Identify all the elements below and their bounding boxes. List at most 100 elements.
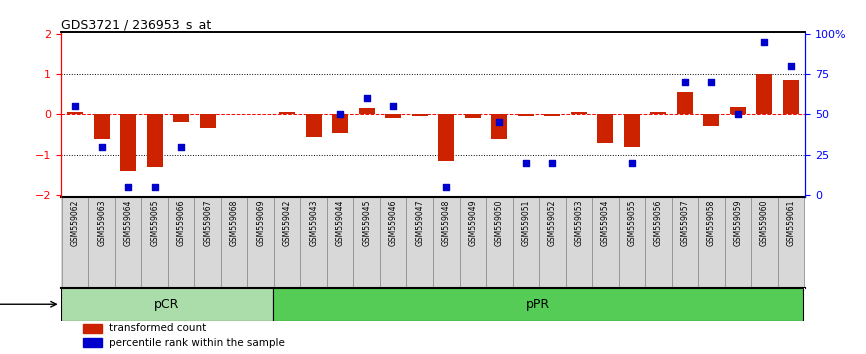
FancyBboxPatch shape <box>592 197 618 288</box>
FancyBboxPatch shape <box>327 197 353 288</box>
Bar <box>703 114 720 126</box>
Bar <box>571 112 587 114</box>
Point <box>121 184 135 190</box>
Text: GSM559054: GSM559054 <box>601 200 610 246</box>
FancyBboxPatch shape <box>195 197 221 288</box>
Point <box>148 184 162 190</box>
Bar <box>518 114 533 116</box>
Text: GSM559053: GSM559053 <box>574 200 584 246</box>
FancyBboxPatch shape <box>725 197 751 288</box>
FancyBboxPatch shape <box>565 197 592 288</box>
Text: percentile rank within the sample: percentile rank within the sample <box>109 338 285 348</box>
Point <box>94 144 108 149</box>
Bar <box>68 112 83 114</box>
FancyBboxPatch shape <box>698 197 725 288</box>
Point <box>493 120 507 125</box>
Bar <box>83 324 101 333</box>
Text: GSM559048: GSM559048 <box>442 200 450 246</box>
Text: GSM559059: GSM559059 <box>734 200 742 246</box>
Bar <box>624 114 640 147</box>
Text: GSM559065: GSM559065 <box>150 200 159 246</box>
Text: GSM559047: GSM559047 <box>416 200 424 246</box>
Text: GSM559062: GSM559062 <box>71 200 80 246</box>
Bar <box>491 114 507 138</box>
Text: GSM559063: GSM559063 <box>97 200 107 246</box>
Bar <box>94 114 110 138</box>
FancyBboxPatch shape <box>248 197 274 288</box>
Bar <box>83 338 101 348</box>
FancyBboxPatch shape <box>380 197 406 288</box>
Bar <box>465 114 481 119</box>
FancyBboxPatch shape <box>433 197 460 288</box>
FancyBboxPatch shape <box>486 197 513 288</box>
FancyBboxPatch shape <box>168 197 195 288</box>
Bar <box>173 114 189 122</box>
FancyBboxPatch shape <box>671 197 698 288</box>
Text: GSM559052: GSM559052 <box>548 200 557 246</box>
Text: GSM559049: GSM559049 <box>469 200 477 246</box>
Text: GSM559060: GSM559060 <box>759 200 769 246</box>
Point <box>519 160 533 166</box>
Text: GSM559058: GSM559058 <box>707 200 716 246</box>
Point <box>439 184 453 190</box>
Point <box>625 160 639 166</box>
Text: GSM559066: GSM559066 <box>177 200 185 246</box>
FancyBboxPatch shape <box>406 197 433 288</box>
Point <box>758 39 772 45</box>
FancyBboxPatch shape <box>645 197 671 288</box>
Text: GSM559061: GSM559061 <box>786 200 795 246</box>
Text: GSM559055: GSM559055 <box>627 200 637 246</box>
FancyBboxPatch shape <box>618 197 645 288</box>
Point <box>704 79 718 85</box>
Point <box>68 103 82 109</box>
Text: GSM559069: GSM559069 <box>256 200 265 246</box>
FancyBboxPatch shape <box>115 197 141 288</box>
Text: GSM559042: GSM559042 <box>282 200 292 246</box>
FancyBboxPatch shape <box>353 197 380 288</box>
Bar <box>438 114 454 161</box>
Text: GSM559067: GSM559067 <box>204 200 212 246</box>
Text: GSM559057: GSM559057 <box>681 200 689 246</box>
Bar <box>359 108 375 114</box>
Bar <box>783 80 798 114</box>
Text: transformed count: transformed count <box>109 324 206 333</box>
Text: GSM559045: GSM559045 <box>362 200 372 246</box>
Text: pCR: pCR <box>154 298 179 311</box>
Point <box>546 160 559 166</box>
Bar <box>200 114 216 129</box>
Bar <box>306 114 321 137</box>
Bar <box>385 114 401 119</box>
Bar <box>650 112 666 114</box>
Bar <box>333 114 348 132</box>
Point <box>174 144 188 149</box>
FancyBboxPatch shape <box>301 197 327 288</box>
FancyBboxPatch shape <box>460 197 486 288</box>
Text: GSM559046: GSM559046 <box>389 200 397 246</box>
FancyBboxPatch shape <box>513 197 539 288</box>
Text: GDS3721 / 236953_s_at: GDS3721 / 236953_s_at <box>61 18 210 31</box>
FancyBboxPatch shape <box>88 197 115 288</box>
FancyBboxPatch shape <box>751 197 778 288</box>
FancyBboxPatch shape <box>61 288 273 321</box>
FancyBboxPatch shape <box>273 288 803 321</box>
Bar <box>120 114 136 171</box>
FancyBboxPatch shape <box>62 197 88 288</box>
FancyBboxPatch shape <box>141 197 168 288</box>
Bar <box>545 114 560 116</box>
Text: GSM559056: GSM559056 <box>654 200 662 246</box>
Bar <box>756 74 772 114</box>
Text: GSM559043: GSM559043 <box>309 200 318 246</box>
Point <box>386 103 400 109</box>
Text: GSM559050: GSM559050 <box>494 200 504 246</box>
Point <box>359 96 373 101</box>
Point <box>678 79 692 85</box>
Bar <box>146 114 163 167</box>
Text: GSM559051: GSM559051 <box>521 200 530 246</box>
Bar <box>412 114 428 116</box>
Text: GSM559044: GSM559044 <box>336 200 345 246</box>
Bar <box>279 112 295 114</box>
Text: GSM559064: GSM559064 <box>124 200 132 246</box>
Bar <box>598 114 613 143</box>
Point <box>784 63 798 69</box>
FancyBboxPatch shape <box>274 197 301 288</box>
